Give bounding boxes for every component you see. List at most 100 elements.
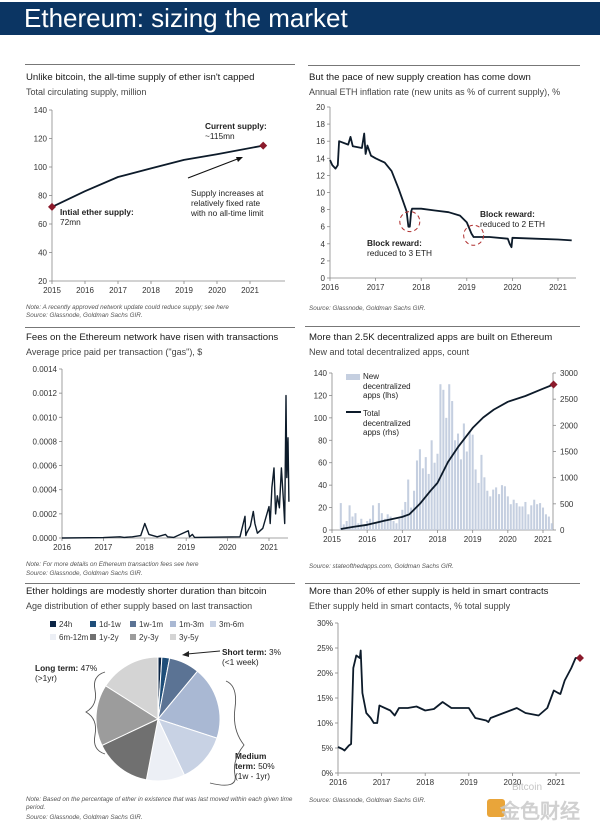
x-tick-label: 2019 [177,543,195,552]
bar-new-dapps [351,516,354,530]
legend-label: 3y-5y [179,633,199,642]
y-tick-label: 0 [321,274,326,283]
y-tick-label: 20 [318,504,327,513]
x-tick-label: 2018 [416,778,434,787]
legend-label: 24h [59,620,73,629]
annotation-bold: term: [235,761,256,771]
x-tick-label: 2020 [219,543,237,552]
bar-new-dapps [410,507,413,530]
annotation-short-term: Short term: 3% (<1 week) [222,647,281,667]
bar-new-dapps [541,507,545,530]
highlight-circle [399,211,421,233]
bar-new-dapps [509,504,512,530]
arrowhead-icon [182,651,189,657]
bar-new-dapps [360,518,363,530]
bar-new-dapps [448,384,451,530]
chart-title: But the pace of new supply creation has … [309,72,531,83]
chart-source: Source: Glassnode, Goldman Sachs GIR. [26,814,143,821]
y-tick-label: 6 [321,223,326,232]
y-tick-label: 30% [317,619,333,628]
y-tick-label: 12 [316,171,325,180]
x-tick-label: 2017 [393,535,411,544]
legend-label: 3m-6m [219,620,244,629]
annotation-reward-3: Block reward: reduced to 3 ETH [367,238,432,258]
legend-label: 6m-12m [59,633,89,642]
end-marker [259,141,268,150]
x-tick-label: 2015 [43,286,61,295]
chart-source: Source: Glassnode, Goldman Sachs GIR. [26,312,143,319]
bar-new-dapps [544,514,547,530]
y-tick-label: 100 [34,163,48,172]
bar-new-dapps [418,449,421,530]
x-tick-label: 2016 [321,283,339,292]
pie-slice-1m-3m [157,670,221,739]
bar-new-dapps [377,503,380,530]
y-tick-label: 0.0010 [33,413,58,422]
y-tick-label: 25% [317,644,333,653]
bar-new-dapps [433,462,436,530]
legend-swatch [90,621,96,627]
y-tick-label: 15% [317,694,333,703]
y-tick-label: 140 [314,369,328,378]
x-tick-label: 2018 [142,286,160,295]
bar-new-dapps [439,384,442,530]
bar-new-dapps [512,499,515,530]
bar-new-dapps [506,496,509,530]
bar-new-dapps [445,417,448,530]
chart-title: More than 20% of ether supply is held in… [309,586,549,597]
x-tick-label: 2019 [458,283,476,292]
y-tick-label: 10% [317,719,333,728]
chart-title: Fees on the Ethereum network have risen … [26,332,279,343]
bar-new-dapps [389,516,392,530]
y-tick-label: 0.0006 [33,462,58,471]
y-tick-label: 18 [316,120,325,129]
legend-item: 3m-6m [210,620,244,629]
bar-new-dapps [547,516,550,530]
x-tick-label: 2018 [412,283,430,292]
legend-swatch [90,634,96,640]
chart-subtitle: New and total decentralized apps, count [309,347,470,357]
end-marker [48,202,56,211]
annotation-bold: Short term: [222,647,267,657]
y-tick-label: 20% [317,669,333,678]
legend-item: 3y-5y [170,633,199,642]
highlight-circle [463,224,485,246]
y-tick-label: 80 [38,192,47,201]
y-tick-label: 120 [34,135,48,144]
annotation-value: 3% [269,647,282,657]
y-tick-label: 0.0014 [33,365,58,374]
chart-subtitle: Average price paid per transaction ("gas… [26,347,203,357]
legend-swatch [170,621,176,627]
y2-tick-label: 0 [560,526,565,535]
legend-item: 1d-1w [90,620,121,629]
y2-tick-label: 3000 [560,369,578,378]
divider [308,65,580,66]
medium-term-brace [209,680,245,786]
legend-swatch [130,634,136,640]
total-dapps-line [340,383,554,530]
chart-title: More than 2.5K decentralized apps are bu… [309,332,553,343]
legend-label: 1m-3m [179,620,204,629]
chart-subtitle: Age distribution of ether supply based o… [26,601,253,611]
y-tick-label: 2 [321,257,326,266]
y-tick-label: 0% [321,769,333,778]
x-tick-label: 2020 [499,535,517,544]
annotation-sub: (<1 week) [222,657,259,667]
end-marker [575,654,584,662]
annotation-sub: (1w - 1yr) [235,771,271,781]
y-tick-label: 100 [314,414,328,423]
bar-new-dapps [465,451,468,530]
y-tick-label: 4 [321,240,326,249]
smart-contract-share-line [337,649,580,752]
short-term-arrow [186,650,221,655]
bar-new-dapps [521,506,524,530]
watermark-sub: Bitcoin [512,782,543,793]
x-tick-label: 2020 [504,778,522,787]
bar-new-dapps [495,487,498,530]
bar-new-dapps [415,460,419,530]
x-tick-label: 2016 [53,543,71,552]
chart-title: Ether holdings are modestly shorter dura… [26,586,267,597]
bar-new-dapps [486,490,489,530]
annotation-current-supply: Current supply: ~115mn [205,121,267,141]
